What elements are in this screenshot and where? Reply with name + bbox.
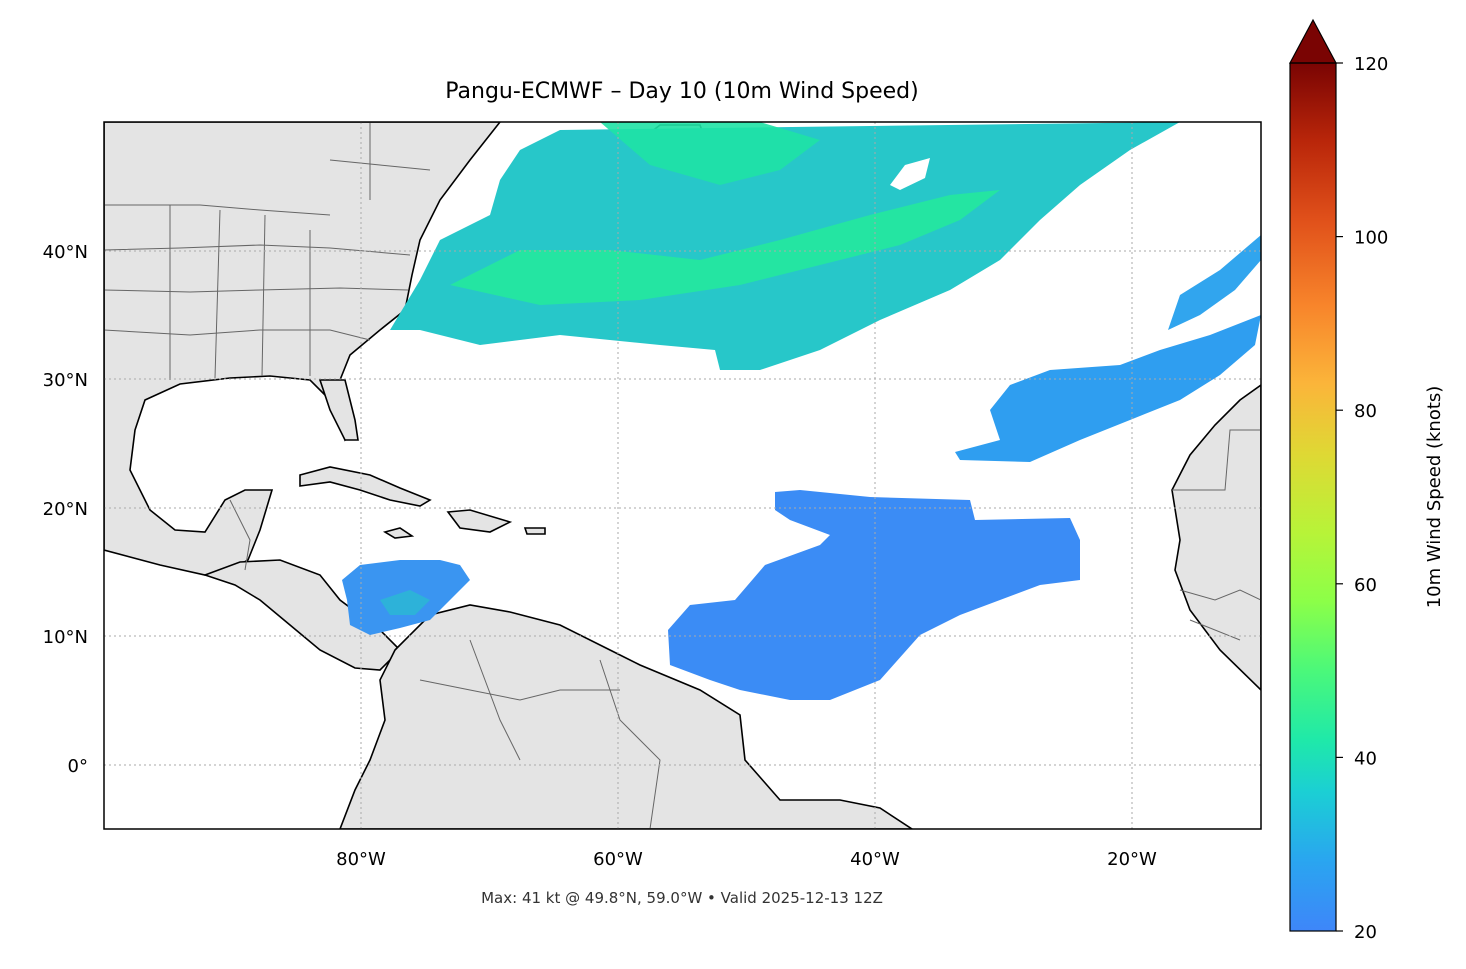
cuba-land	[299, 466, 432, 507]
hispaniola-land	[446, 509, 513, 533]
wind-core-caribbean	[380, 590, 430, 615]
south-america-land	[339, 604, 914, 829]
map-panel	[104, 122, 1261, 829]
wind-core-northeast	[600, 122, 820, 185]
colorbar-frame	[1289, 62, 1337, 932]
calm-hole	[890, 158, 930, 190]
lon-tick-label: 80°W	[336, 849, 386, 870]
lat-tick-label: 40°N	[43, 242, 88, 263]
lat-tick-label: 10°N	[43, 627, 88, 648]
colorbar-tick-label: 20	[1354, 922, 1377, 943]
north-america-land	[104, 122, 502, 576]
wind-region-east-band-north	[1168, 235, 1261, 330]
lon-tick-labels: 80°W 60°W 40°W 20°W	[336, 849, 1157, 870]
colorbar-gradient	[1290, 63, 1336, 931]
footer-note: Max: 41 kt @ 49.8°N, 59.0°W • Valid 2025…	[481, 889, 883, 907]
border-lines	[104, 122, 1261, 829]
wind-region-subtropical-trade	[668, 490, 1080, 700]
colorbar: 20 40 60 80 100 120 10m Wind Speed (knots)	[1288, 18, 1445, 943]
wind-core-north-atlantic	[450, 190, 1000, 305]
wind-region-east-band	[955, 315, 1261, 462]
africa-land	[1171, 384, 1261, 692]
puerto-rico-land	[523, 527, 546, 535]
lat-tick-label: 0°	[68, 756, 88, 777]
colorbar-tick-label: 100	[1354, 228, 1388, 249]
map-frame	[103, 121, 1262, 830]
jamaica-land	[382, 527, 415, 539]
lon-tick-label: 40°W	[850, 849, 900, 870]
colorbar-extend-arrow	[1288, 18, 1338, 64]
colorbar-ticks: 20 40 60 80 100 120	[1336, 54, 1388, 943]
lon-tick-label: 20°W	[1107, 849, 1157, 870]
lon-tick-label: 60°W	[593, 849, 643, 870]
lat-tick-labels: 40°N 30°N 20°N 10°N 0°	[43, 242, 88, 777]
lat-tick-label: 30°N	[43, 370, 88, 391]
wind-field	[342, 122, 1261, 700]
colorbar-tick-label: 120	[1354, 54, 1388, 75]
colorbar-label: 10m Wind Speed (knots)	[1424, 386, 1445, 609]
colorbar-tick-label: 60	[1354, 575, 1377, 596]
florida-land	[318, 379, 359, 441]
chart-title: Pangu-ECMWF – Day 10 (10m Wind Speed)	[445, 79, 918, 104]
lat-tick-label: 20°N	[43, 499, 88, 520]
colorbar-tick-label: 80	[1354, 401, 1377, 422]
colorbar-tick-label: 40	[1354, 748, 1377, 769]
